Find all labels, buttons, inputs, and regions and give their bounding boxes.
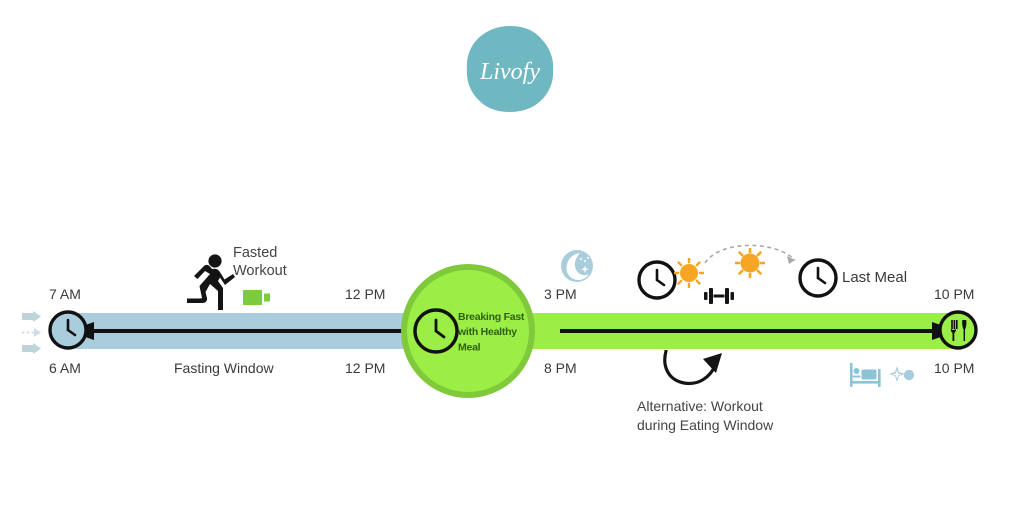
svg-text:Livofy: Livofy — [479, 59, 540, 85]
